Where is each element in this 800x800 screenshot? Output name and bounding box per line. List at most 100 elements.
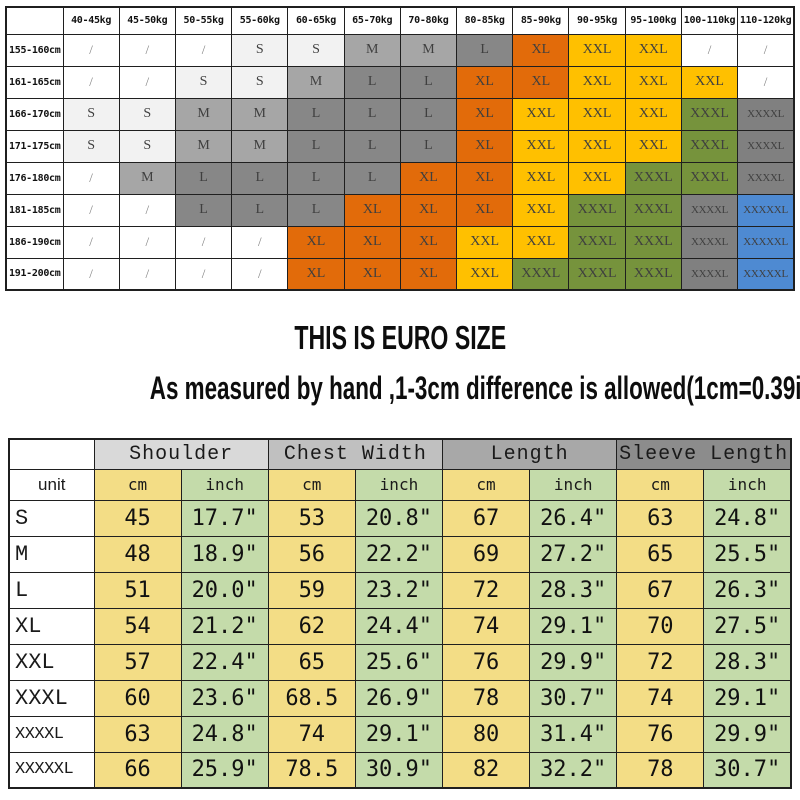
size-cell: / [62,193,120,227]
size-row-label: M [8,535,95,573]
weight-header: 110-120kg [737,6,795,35]
measure-row: XXXXXL 66 25.9" 78.5 30.9" 82 32.2" 78 30.7" [8,751,792,789]
height-header: 166-170cm [5,97,64,131]
size-cell: XXL [568,33,626,67]
size-cell: XXL [456,225,514,259]
measure-cell: 22.2" [354,535,444,573]
measure-cell: 74 [441,607,531,645]
measure-cell: 76 [441,643,531,681]
size-cell: XXXL [680,97,739,131]
size-cell: L [399,65,458,99]
size-cell: XL [399,161,458,195]
measure-cell: 45 [93,499,182,537]
height-header: 171-175cm [5,129,64,163]
size-cell: / [174,33,233,67]
weight-header: 50-55kg [174,6,233,35]
measure-cell: 72 [616,643,705,681]
measure-cell: 24.4" [354,607,444,645]
size-row-label: XXXL [8,679,95,717]
height-row: 171-175cm S S M M L L L XL XXL XXL XXL XXXL XXXXL [5,129,795,163]
measure-cell: 29.1" [529,607,618,645]
measure-cell: 67 [616,571,705,609]
measure-cell: 28.3" [703,643,792,681]
measure-row: XXXXL 63 24.8" 74 29.1" 80 31.4" 76 29.9" [8,715,792,753]
measure-cell: 51 [93,571,182,609]
size-cell: XL [399,257,458,291]
size-cell: L [174,161,233,195]
height-header: 161-165cm [5,65,64,99]
height-header: 155-160cm [5,33,64,67]
measure-cell: 74 [616,679,705,717]
measure-cell: 74 [267,715,356,753]
size-cell: XXXXL [737,161,795,195]
size-cell: XXL [568,129,626,163]
measure-cell: 31.4" [529,715,618,753]
measure-cell: 76 [616,715,705,753]
size-cell: XXL [512,193,570,227]
measure-cell: 57 [93,643,182,681]
size-cell: L [343,65,401,99]
size-cell: / [174,225,233,259]
size-cell: M [231,97,289,131]
height-row: 155-160cm / / / S S M M L XL XXL XXL / / [5,33,795,67]
height-header: 181-185cm [5,193,64,227]
size-row-label: XXXXL [8,715,95,753]
weight-header: 65-70kg [343,6,401,35]
measure-group-header: Sleeve Length [616,438,792,470]
measure-cell: 21.2" [180,607,269,645]
size-cell: XL [287,225,345,259]
size-cell: XL [456,97,514,131]
size-cell: L [231,193,289,227]
weight-header: 100-110kg [680,6,739,35]
size-cell: / [174,257,233,291]
measure-cell: 59 [267,571,356,609]
euro-size-heading: THIS IS EURO SIZE [0,320,800,356]
measure-cell: 72 [441,571,531,609]
measure-row: M 48 18.9" 56 22.2" 69 27.2" 65 25.5" [8,535,792,573]
unit-inch-header: inch [354,468,444,501]
weight-header: 80-85kg [456,6,514,35]
size-cell: XXL [568,65,626,99]
size-cell: XXL [624,65,682,99]
size-cell: XXXL [624,225,682,259]
size-cell: XXXL [680,161,739,195]
measure-cell: 20.8" [354,499,444,537]
size-cell: M [343,33,401,67]
size-cell: XXXL [512,257,570,291]
size-cell: S [118,129,176,163]
size-cell: / [118,33,176,67]
height-header: 191-200cm [5,257,64,291]
measure-cell: 54 [93,607,182,645]
size-cell: XXL [624,97,682,131]
measure-unit-row: unit cm inch cm inch cm inch cm inch [8,468,792,501]
measure-group-header: Chest Width [267,438,444,470]
size-cell: XXL [512,225,570,259]
weight-header: 45-50kg [118,6,176,35]
size-cell: S [62,97,120,131]
unit-inch-header: inch [703,468,792,501]
measure-cell: 29.9" [703,715,792,753]
measure-cell: 25.9" [180,751,269,789]
size-cell: XXXL [568,193,626,227]
measure-cell: 78 [616,751,705,789]
measure-cell: 18.9" [180,535,269,573]
size-cell: XXL [568,97,626,131]
size-cell: XXXXL [680,257,739,291]
size-cell: L [456,33,514,67]
size-cell: XXXL [624,257,682,291]
measure-cell: 65 [616,535,705,573]
height-header: 176-180cm [5,161,64,195]
size-cell: XL [456,65,514,99]
size-cell: S [62,129,120,163]
measure-cell: 30.7" [529,679,618,717]
measure-row: S 45 17.7" 53 20.8" 67 26.4" 63 24.8" [8,499,792,537]
unit-cm-header: cm [441,468,531,501]
size-row-label: XXXXXL [8,751,95,789]
size-cell: XXXXL [737,97,795,131]
matrix-corner-cell [5,6,64,35]
measure-cell: 26.3" [703,571,792,609]
size-cell: XXL [512,97,570,131]
measure-cell: 69 [441,535,531,573]
size-cell: M [287,65,345,99]
